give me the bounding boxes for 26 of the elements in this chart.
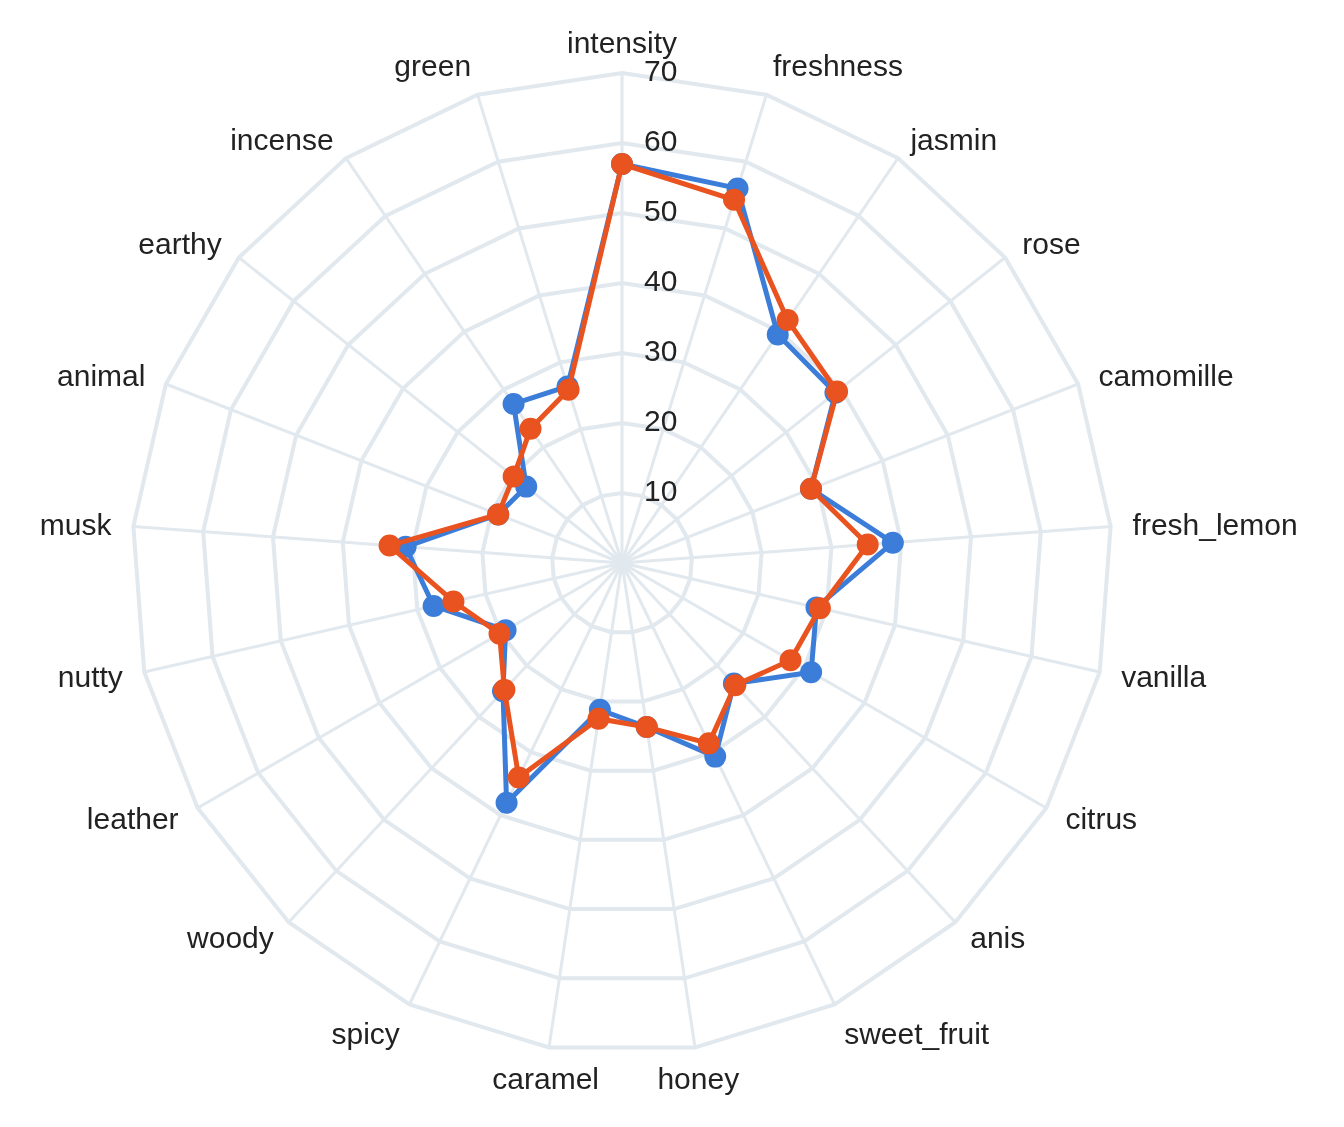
- y-tick-label: 10: [644, 473, 678, 507]
- spoke-label: citrus: [1065, 802, 1138, 835]
- y-tick-label: 30: [644, 333, 678, 367]
- spoke-label: nutty: [57, 659, 123, 693]
- spoke-label: rose: [1022, 226, 1081, 260]
- spoke-label: caramel: [492, 1062, 600, 1096]
- y-tick-label: 40: [644, 263, 678, 297]
- spoke-label: leather: [86, 802, 179, 835]
- spoke-label: freshness: [772, 48, 903, 82]
- spoke-label: musk: [39, 507, 113, 541]
- spoke-label: jasmin: [909, 122, 998, 156]
- spoke-label: earthy: [138, 226, 222, 260]
- spoke-label: fresh_lemon: [1132, 507, 1298, 541]
- spoke-label: honey: [657, 1062, 740, 1096]
- spoke-label: animal: [57, 358, 146, 392]
- spoke-label: woody: [186, 921, 274, 955]
- spoke-label: anis: [970, 921, 1026, 955]
- spoke-label: incense: [230, 122, 334, 156]
- y-tick-label: 60: [644, 123, 678, 157]
- spoke-label: spicy: [331, 1017, 400, 1051]
- y-tick-label: 50: [644, 193, 678, 227]
- spoke-label: green: [394, 48, 472, 82]
- spoke-label: camomille: [1098, 358, 1234, 392]
- spoke-label: vanilla: [1121, 659, 1207, 693]
- y-tick-label: 20: [644, 403, 678, 437]
- spoke-label: sweet_fruit: [844, 1017, 990, 1051]
